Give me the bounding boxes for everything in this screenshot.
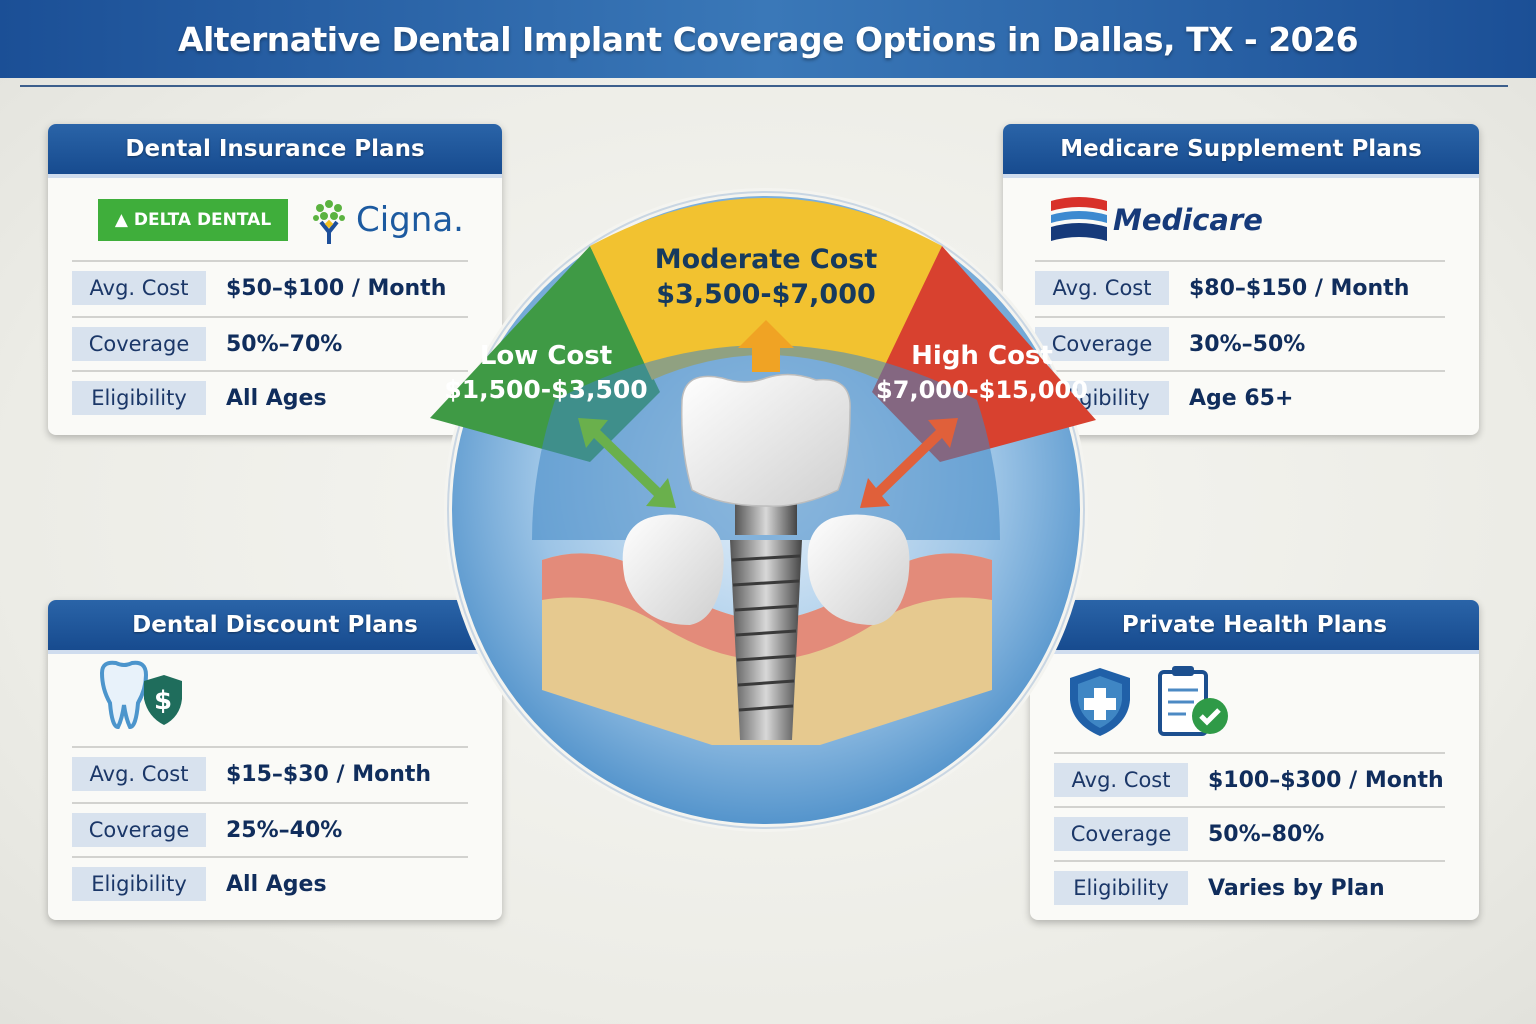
shield-cross-icon <box>1070 668 1130 736</box>
row-value: $80–$150 / Month <box>1189 275 1410 301</box>
card-private-health: Private Health Plans Avg. Cost $100–$300 … <box>1030 600 1479 920</box>
table-row: Avg. Cost $80–$150 / Month <box>1035 260 1445 314</box>
moderate-cost-label: Moderate Cost <box>655 244 878 275</box>
moderate-cost-range: $3,500-$7,000 <box>656 279 876 310</box>
low-cost-range: $1,500-$3,500 <box>444 375 647 404</box>
moderate-cost-segment <box>590 198 942 380</box>
clipboard-check-icon <box>1158 666 1228 736</box>
green-double-arrow-icon <box>578 418 676 508</box>
row-value: 50%–80% <box>1208 821 1325 847</box>
row-value: Age 65+ <box>1189 385 1294 411</box>
row-label: Avg. Cost <box>72 757 206 791</box>
card-medicare-supplement: Medicare Supplement Plans Medicare Avg. … <box>1003 124 1479 435</box>
row-value: 50%–70% <box>226 331 343 357</box>
svg-text:$: $ <box>154 686 172 716</box>
table-row: Avg. Cost $100–$300 / Month <box>1054 752 1445 806</box>
up-arrow-icon <box>738 320 794 372</box>
delta-dental-logo: ▲ DELTA DENTAL <box>98 199 288 241</box>
row-value: 30%–50% <box>1189 331 1306 357</box>
card-title: Dental Insurance Plans <box>48 124 502 178</box>
table-row: Eligibility Varies by Plan <box>1054 860 1445 914</box>
card-title: Medicare Supplement Plans <box>1003 124 1479 178</box>
table-row: Coverage 30%–50% <box>1035 316 1445 370</box>
high-cost-range: $7,000-$15,000 <box>876 376 1088 404</box>
card-dental-insurance: Dental Insurance Plans ▲ DELTA DENTAL Ci… <box>48 124 502 435</box>
card-dental-discount: Dental Discount Plans $ Avg. Cost $15–$30… <box>48 600 502 920</box>
page-title: Alternative Dental Implant Coverage Opti… <box>177 19 1359 59</box>
row-label: Eligibility <box>72 867 206 901</box>
implant-illustration <box>542 373 992 745</box>
row-value: All Ages <box>226 385 327 411</box>
table-row: Avg. Cost $15–$30 / Month <box>72 746 468 800</box>
table-row: Coverage 50%–80% <box>1054 806 1445 860</box>
row-label: Eligibility <box>72 381 206 415</box>
row-value: Varies by Plan <box>1208 875 1385 901</box>
row-value: All Ages <box>226 871 327 897</box>
table-row: Avg. Cost $50–$100 / Month <box>72 260 468 314</box>
row-value: $15–$30 / Month <box>226 761 432 787</box>
high-cost-label: High Cost <box>911 341 1053 371</box>
row-value: $50–$100 / Month <box>226 275 447 301</box>
title-banner: Alternative Dental Implant Coverage Opti… <box>0 0 1536 78</box>
table-row: Eligibility All Ages <box>72 856 468 910</box>
red-double-arrow-icon <box>860 418 958 508</box>
tooth-shield-dollar-icon: $ <box>48 654 502 744</box>
row-label: Coverage <box>72 327 206 361</box>
row-label: Avg. Cost <box>72 271 206 305</box>
row-value: $100–$300 / Month <box>1208 767 1444 793</box>
table-row: Eligibility All Ages <box>72 370 468 424</box>
row-label: Avg. Cost <box>1035 271 1169 305</box>
row-value: 25%–40% <box>226 817 343 843</box>
medicare-flag-logo: Medicare <box>1003 178 1479 262</box>
row-label: Coverage <box>1035 327 1169 361</box>
table-row: Coverage 25%–40% <box>72 802 468 856</box>
table-row: Coverage 50%–70% <box>72 316 468 370</box>
cigna-logo: Cigna. <box>306 194 464 246</box>
row-label: Eligibility <box>1054 871 1188 905</box>
row-label: Coverage <box>72 813 206 847</box>
card-title: Dental Discount Plans <box>48 600 502 654</box>
row-label: Avg. Cost <box>1054 763 1188 797</box>
row-label: Coverage <box>1054 817 1188 851</box>
card-title: Private Health Plans <box>1030 600 1479 654</box>
divider <box>20 85 1508 87</box>
low-cost-label: Low Cost <box>480 341 612 371</box>
